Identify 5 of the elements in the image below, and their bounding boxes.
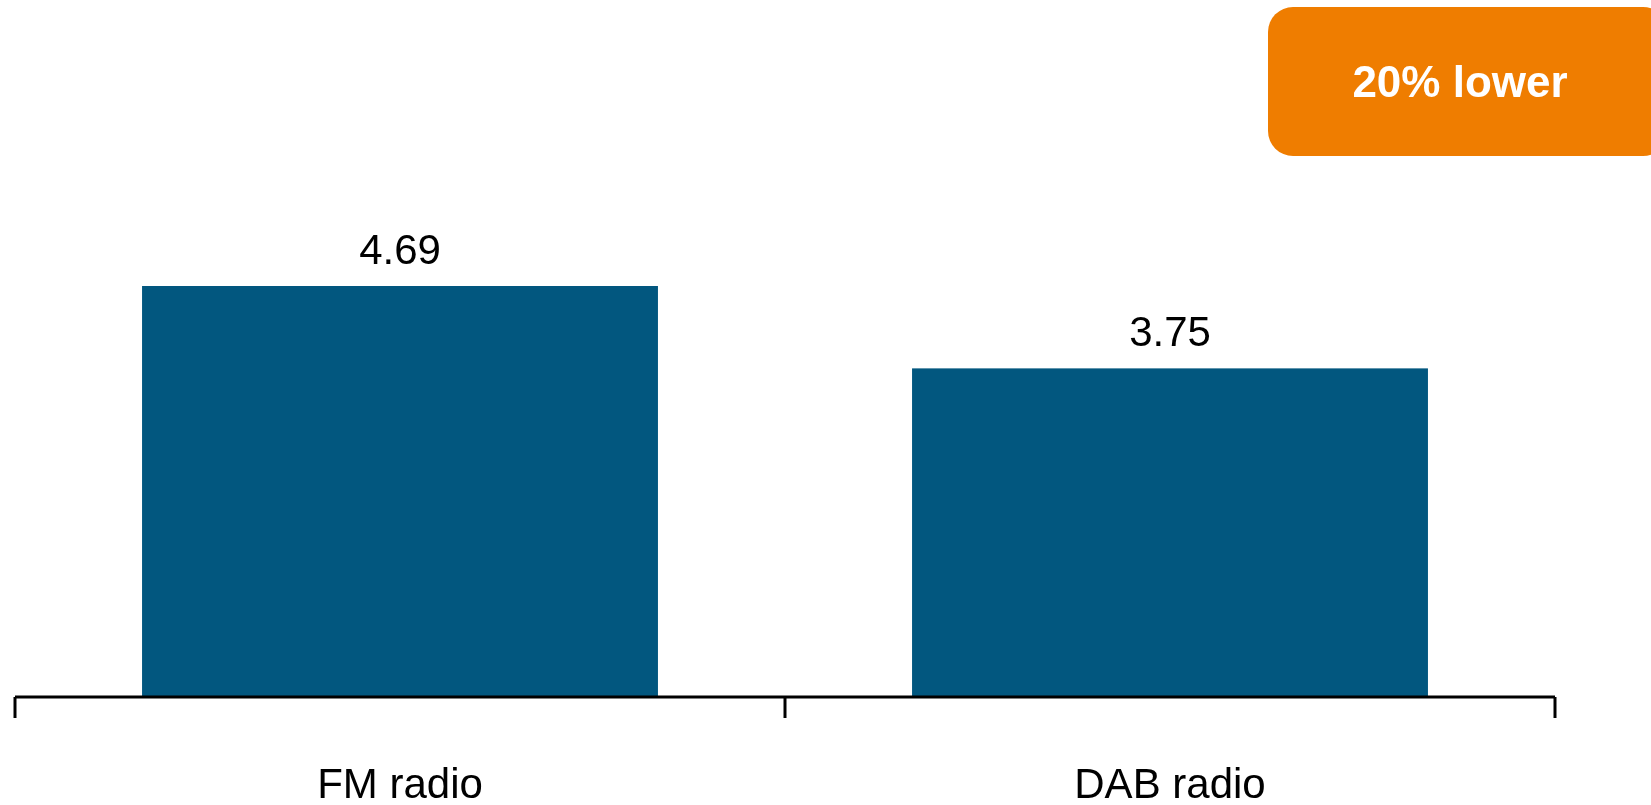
x-tick-label: FM radio — [317, 760, 483, 805]
x-tick-label: DAB radio — [1074, 760, 1266, 805]
data-label: 3.75 — [1129, 308, 1211, 356]
data-label: 4.69 — [359, 226, 441, 273]
text: 20% lower — [1352, 57, 1568, 106]
